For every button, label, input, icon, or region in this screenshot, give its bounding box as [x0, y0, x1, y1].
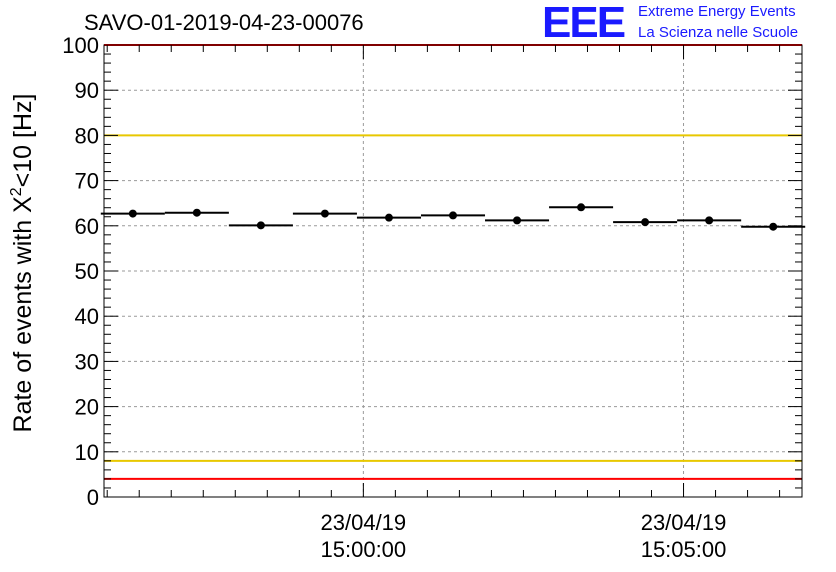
data-point — [192, 208, 201, 217]
y-tick-label: 80 — [75, 123, 99, 148]
logo-text-line2: La Scienza nelle Scuole — [638, 24, 799, 41]
y-tick-label: 100 — [62, 33, 99, 58]
y-tick-label: 90 — [75, 78, 99, 103]
eee-logo-mark: EEE — [542, 0, 626, 47]
y-tick-label: 0 — [87, 485, 99, 510]
y-axis-label-superscript: 2 — [8, 187, 25, 196]
data-point — [384, 213, 393, 222]
data-point — [256, 221, 265, 230]
data-point — [641, 218, 650, 227]
data-point — [128, 209, 137, 218]
x-tick-label-date: 23/04/19 — [321, 510, 407, 535]
x-tick-label-time: 15:00:00 — [321, 537, 407, 562]
y-tick-label: 50 — [75, 259, 99, 284]
data-point — [320, 209, 329, 218]
data-point — [577, 203, 586, 212]
x-tick-label-time: 15:05:00 — [641, 537, 727, 562]
y-tick-label: 70 — [75, 169, 99, 194]
y-axis-label: Rate of events with X2<10 [Hz] — [8, 94, 37, 433]
x-tick-label-date: 23/04/19 — [641, 510, 727, 535]
data-point — [513, 216, 522, 225]
y-axis-label-tail: <10 [Hz] — [9, 94, 37, 188]
data-point — [769, 222, 778, 231]
y-tick-label: 10 — [75, 440, 99, 465]
y-axis-label-main: Rate of events with X — [9, 196, 37, 433]
y-tick-label: 40 — [75, 304, 99, 329]
y-tick-label: 20 — [75, 395, 99, 420]
y-tick-label: 60 — [75, 214, 99, 239]
data-point — [705, 216, 714, 225]
logo-text-line1: Extreme Energy Events — [638, 3, 796, 20]
data-point — [449, 211, 457, 220]
chart-title: SAVO-01-2019-04-23-00076 — [84, 10, 364, 35]
y-tick-label: 30 — [75, 349, 99, 374]
